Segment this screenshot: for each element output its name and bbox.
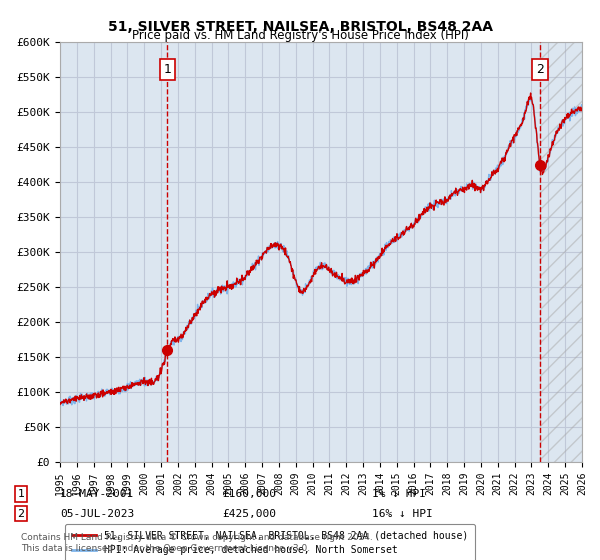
Text: 05-JUL-2023: 05-JUL-2023 bbox=[60, 508, 134, 519]
Text: 51, SILVER STREET, NAILSEA, BRISTOL, BS48 2AA: 51, SILVER STREET, NAILSEA, BRISTOL, BS4… bbox=[107, 20, 493, 34]
Text: 1% ↓ HPI: 1% ↓ HPI bbox=[372, 489, 426, 499]
Text: 1: 1 bbox=[163, 63, 172, 76]
Text: 18-MAY-2001: 18-MAY-2001 bbox=[60, 489, 134, 499]
Text: Contains HM Land Registry data © Crown copyright and database right 2024.
This d: Contains HM Land Registry data © Crown c… bbox=[21, 533, 373, 553]
Text: 1: 1 bbox=[17, 489, 25, 499]
Text: Price paid vs. HM Land Registry's House Price Index (HPI): Price paid vs. HM Land Registry's House … bbox=[131, 29, 469, 42]
Text: £160,000: £160,000 bbox=[222, 489, 276, 499]
Text: 16% ↓ HPI: 16% ↓ HPI bbox=[372, 508, 433, 519]
Text: £425,000: £425,000 bbox=[222, 508, 276, 519]
Text: 2: 2 bbox=[17, 508, 25, 519]
Text: 2: 2 bbox=[536, 63, 544, 76]
Legend: 51, SILVER STREET, NAILSEA, BRISTOL, BS48 2AA (detached house), HPI: Average pri: 51, SILVER STREET, NAILSEA, BRISTOL, BS4… bbox=[65, 524, 475, 560]
